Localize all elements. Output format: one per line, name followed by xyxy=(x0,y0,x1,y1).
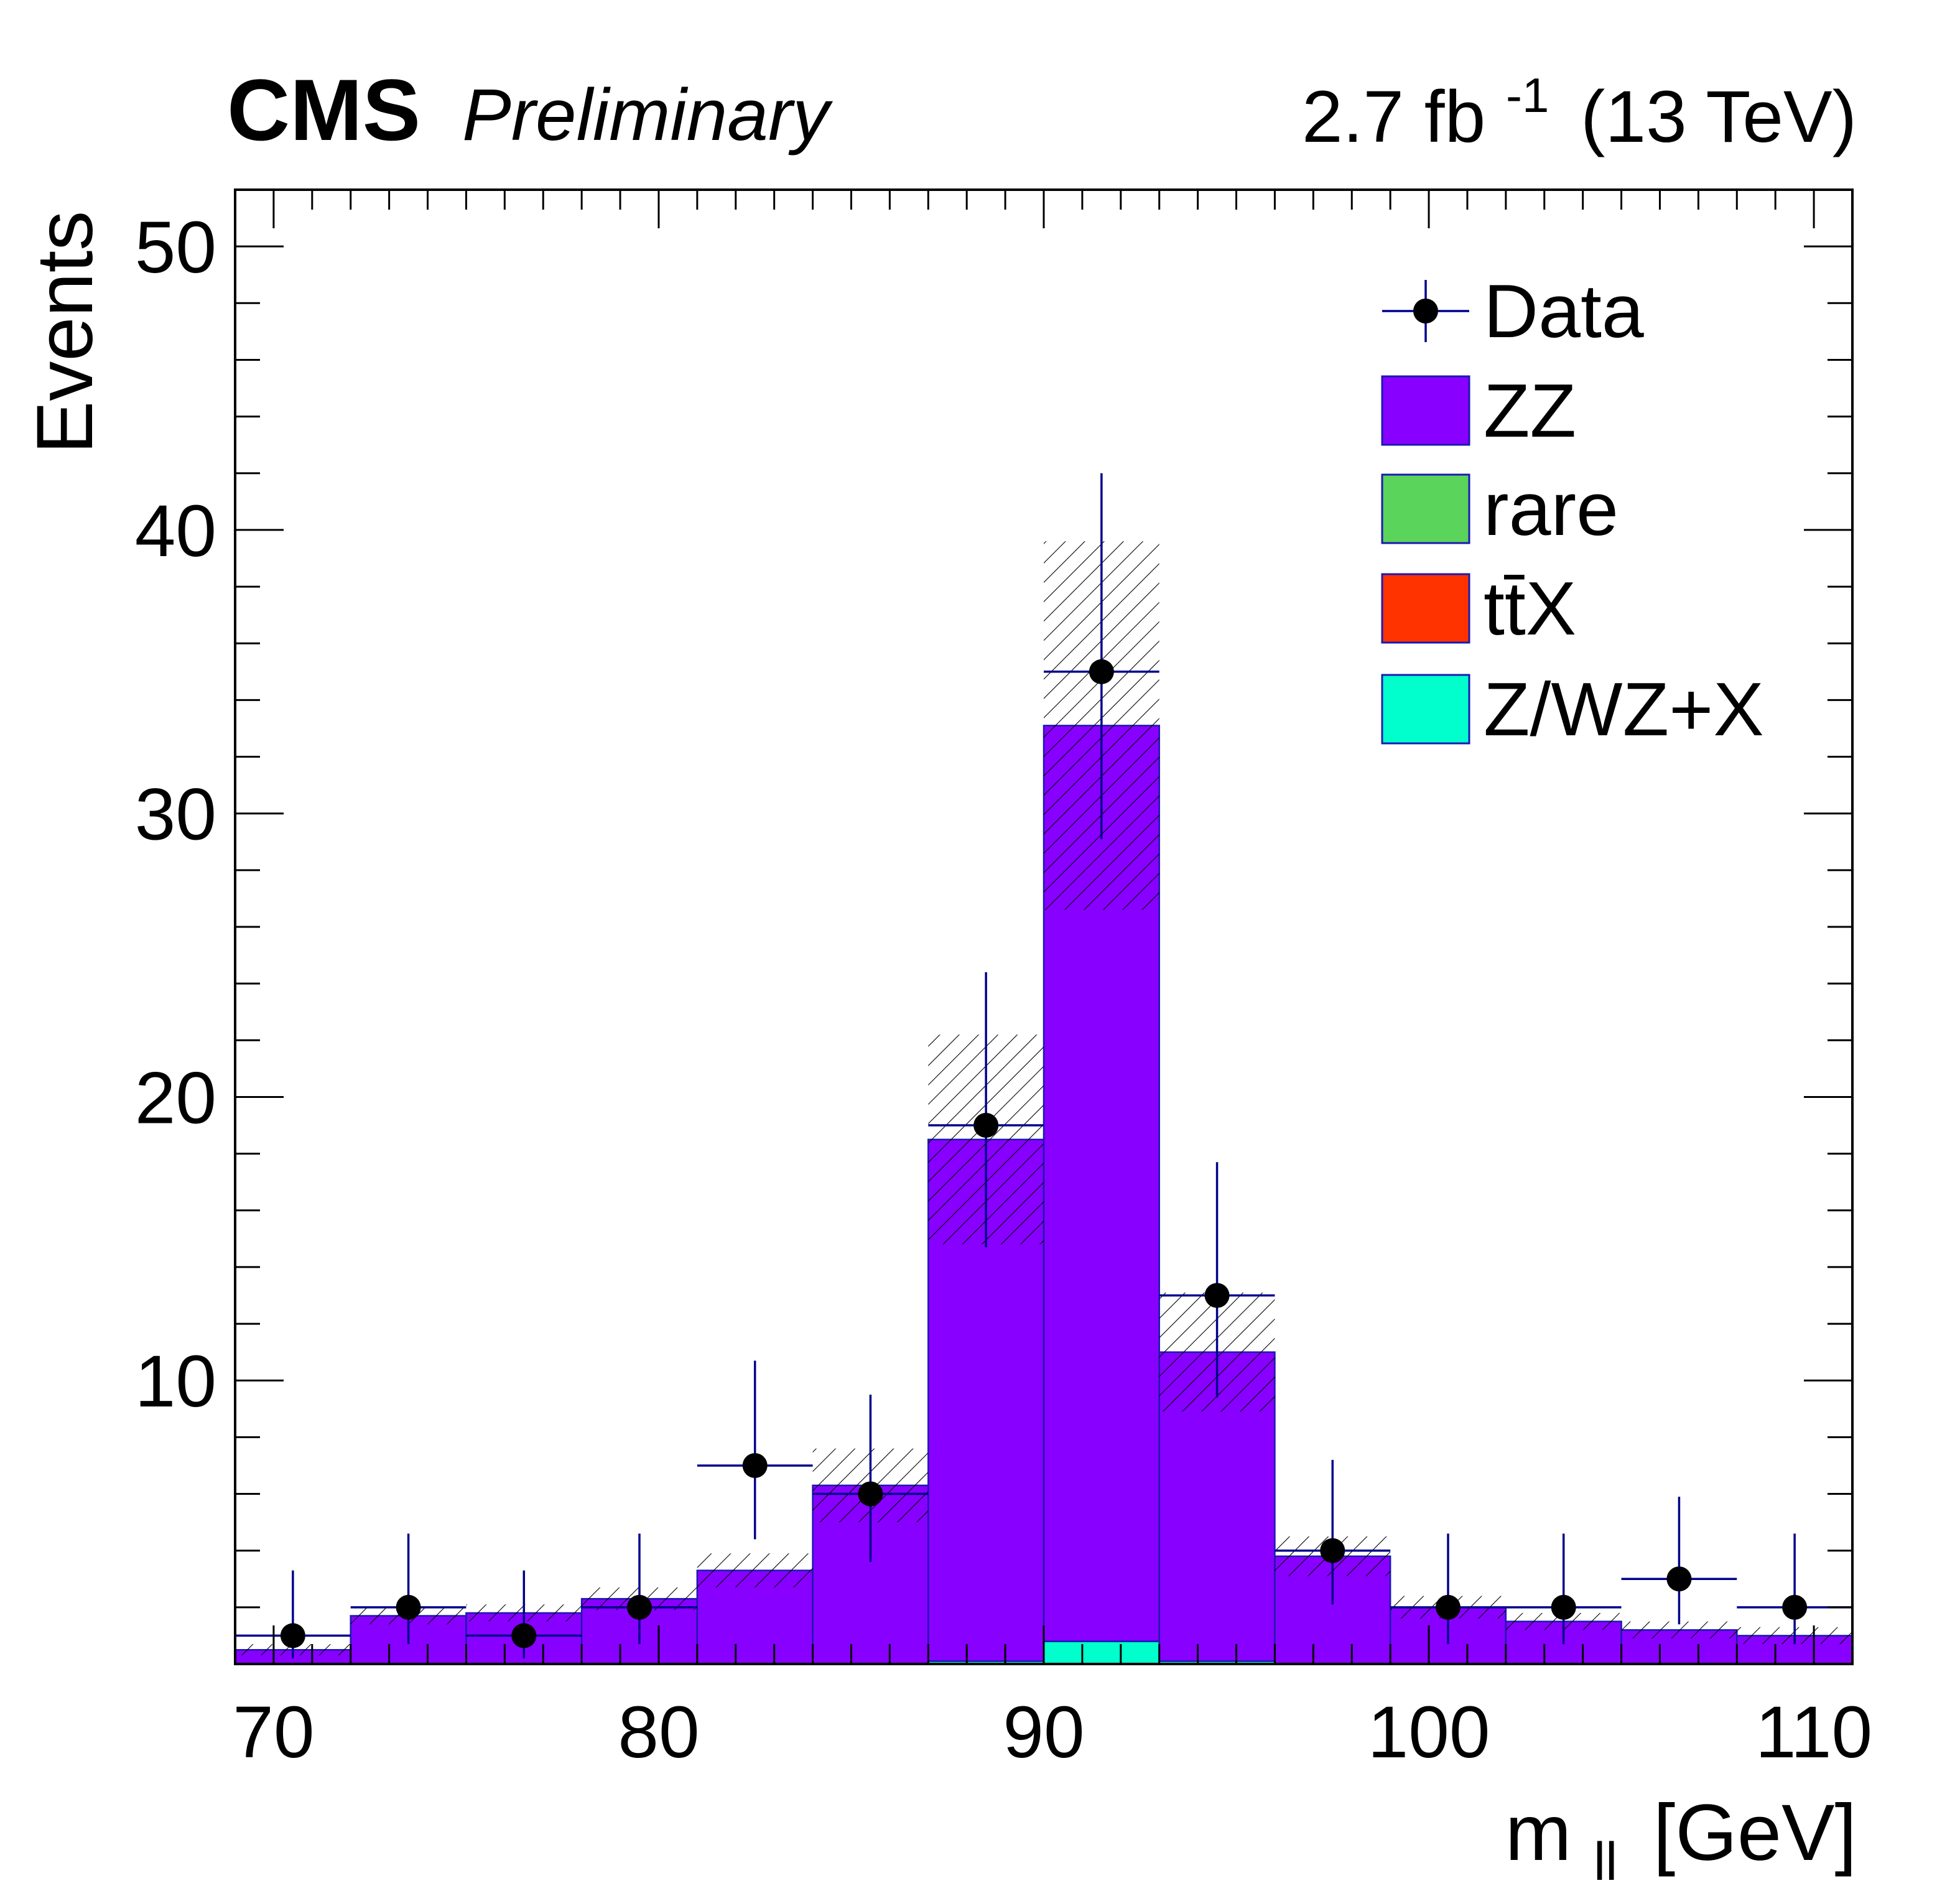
legend-marker-dot xyxy=(1413,299,1438,323)
legend-swatch-z-wz-x xyxy=(1381,674,1470,745)
bar-z-wz-x-7 xyxy=(1043,1640,1160,1665)
x-axis-title-sub: ll xyxy=(1594,1832,1617,1892)
y-tick-label-10: 10 xyxy=(135,1341,216,1423)
y-tick-label-40: 40 xyxy=(135,490,216,572)
data-point-0 xyxy=(280,1623,305,1648)
y-tick-label-50: 50 xyxy=(135,207,216,289)
data-point-3 xyxy=(627,1594,652,1620)
x-tick-label-70: 70 xyxy=(233,1691,314,1773)
svg-text:CMS Preliminary: CMS Preliminary xyxy=(227,61,833,159)
data-point-8 xyxy=(1204,1283,1230,1308)
x-axis-title-unit: [GeV] xyxy=(1653,1788,1857,1877)
legend-label-rare: rare xyxy=(1484,467,1619,551)
legend-label-data: Data xyxy=(1484,269,1644,353)
legend-label-z-wz-x: Z/WZ+X xyxy=(1484,667,1764,751)
data-point-12 xyxy=(1666,1566,1692,1592)
axis-ticks-layer xyxy=(235,190,1852,1664)
legend-swatch-tt-x xyxy=(1381,573,1470,644)
legend-swatch-rare xyxy=(1381,473,1470,544)
data-point-1 xyxy=(396,1594,421,1620)
data-point-13 xyxy=(1782,1594,1808,1620)
lumi-value: 2.7 fb xyxy=(1302,76,1485,158)
experiment-label: CMS xyxy=(227,61,420,159)
x-tick-label-90: 90 xyxy=(1003,1691,1084,1773)
x-tick-label-80: 80 xyxy=(618,1691,699,1773)
data-point-2 xyxy=(511,1623,537,1648)
data-point-5 xyxy=(858,1481,883,1507)
data-points-layer xyxy=(235,473,1852,1658)
y-tick-label-30: 30 xyxy=(135,774,216,856)
legend-label-tt-x: tt̄X xyxy=(1484,566,1576,651)
data-point-10 xyxy=(1436,1594,1461,1620)
uncertainty-band-4 xyxy=(697,1553,813,1587)
legend-swatch-zz xyxy=(1381,375,1470,446)
data-point-11 xyxy=(1551,1594,1576,1620)
lumi-exponent: -1 xyxy=(1506,68,1549,123)
data-point-9 xyxy=(1320,1538,1345,1563)
data-point-4 xyxy=(742,1452,768,1478)
legend: Data ZZ rare tt̄X Z/WZ+X xyxy=(1381,269,1764,751)
x-axis-title-main: m xyxy=(1505,1788,1572,1877)
y-tick-label-20: 20 xyxy=(135,1057,216,1139)
x-tick-label-110: 110 xyxy=(1755,1691,1872,1773)
tick-labels-layer: 70 80 90 100 110 10 20 30 40 50 xyxy=(135,207,1872,1773)
status-label: Preliminary xyxy=(462,74,833,156)
data-point-6 xyxy=(973,1113,999,1138)
energy-label: (13 TeV) xyxy=(1581,76,1857,158)
x-tick-label-100: 100 xyxy=(1368,1691,1490,1773)
y-axis-title: Events xyxy=(21,211,109,454)
legend-label-zz: ZZ xyxy=(1484,368,1576,453)
data-point-7 xyxy=(1089,659,1114,684)
lumi-energy-label: 2.7 fb -1 (13 TeV) xyxy=(1302,46,1857,158)
x-axis-title: m ll [GeV] xyxy=(1505,1788,1857,1897)
